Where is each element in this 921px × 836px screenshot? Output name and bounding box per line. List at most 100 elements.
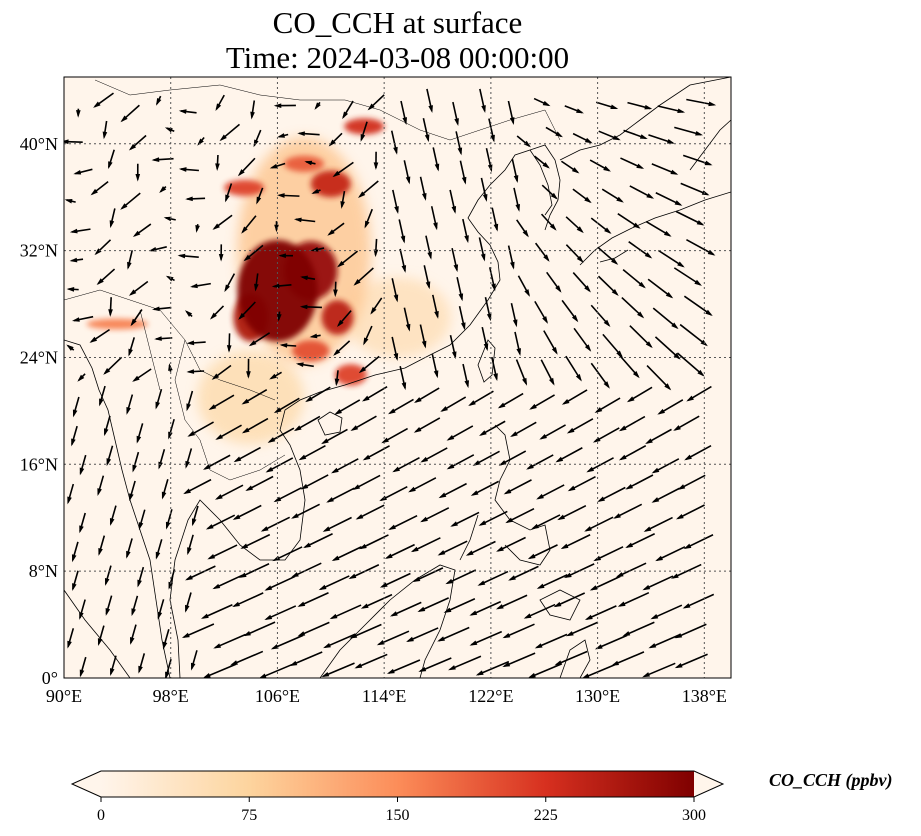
wind-arrow [543, 330, 558, 355]
wind-arrow [77, 373, 86, 382]
wind-arrow [178, 109, 197, 114]
wind-arrow [224, 273, 236, 293]
wind-arrow [595, 101, 619, 110]
wind-arrow [185, 196, 206, 202]
wind-arrow [190, 650, 198, 671]
wind-arrow [629, 185, 655, 199]
wind-arrow [422, 117, 430, 143]
lon-tick-label: 90°E [46, 686, 82, 706]
wind-arrow [104, 565, 112, 586]
wind-arrow [191, 505, 199, 527]
wind-arrow [618, 415, 646, 432]
wind-arrow [328, 132, 343, 147]
wind-arrow [98, 535, 106, 556]
wind-arrow [186, 390, 194, 412]
wind-arrow [334, 399, 361, 415]
wind-arrow [177, 253, 199, 259]
colorbar-tick-label: 300 [682, 807, 706, 824]
concentration-patch [284, 155, 325, 172]
wind-arrow [615, 562, 647, 578]
wind-arrow [97, 625, 105, 646]
wind-arrow [291, 562, 322, 578]
wind-arrow [73, 168, 93, 175]
wind-arrow [304, 160, 316, 166]
wind-arrow [601, 188, 624, 203]
wind-arrow [360, 593, 393, 609]
wind-arrow [373, 238, 379, 258]
wind-arrow [536, 484, 565, 500]
wind-arrow [448, 655, 482, 671]
wind-arrow [273, 397, 300, 414]
wind-arrow [545, 126, 563, 138]
wind-arrow [597, 486, 626, 502]
wind-arrow [674, 623, 707, 639]
wind-arrow [238, 301, 256, 320]
wind-arrow [536, 574, 568, 589]
wind-arrow [646, 364, 672, 391]
wind-arrow [484, 297, 492, 322]
wind-arrow [298, 444, 326, 461]
wind-arrow [186, 369, 205, 374]
wind-arrow [132, 223, 152, 238]
wind-arrow [527, 663, 562, 678]
wind-arrow [241, 417, 269, 434]
wind-arrow [253, 129, 262, 148]
wind-arrow [311, 188, 321, 194]
wind-arrow [310, 247, 325, 252]
wind-arrow [93, 92, 114, 108]
country-borders [64, 79, 561, 481]
wind-arrow [102, 120, 108, 140]
wind-arrow [300, 474, 329, 490]
wind-arrow [643, 516, 673, 532]
wind-arrow [132, 368, 152, 382]
wind-arrow [539, 424, 566, 440]
wind-arrow [226, 333, 232, 353]
wind-arrow [419, 176, 427, 201]
wind-arrow [273, 103, 296, 108]
colorbar-tick-label: 150 [386, 807, 410, 824]
wind-arrow [645, 220, 672, 237]
wind-arrow [213, 633, 246, 649]
wind-arrow [470, 480, 500, 496]
wind-arrow [120, 104, 140, 123]
wind-arrow [682, 154, 713, 166]
wind-arrow [566, 418, 594, 434]
concentration-patch [344, 118, 385, 135]
wind-arrow [511, 158, 519, 183]
wind-arrow [181, 623, 215, 638]
wind-arrow [270, 634, 304, 650]
wind-arrow [126, 538, 133, 559]
wind-arrow [399, 248, 407, 273]
wind-arrow [400, 100, 408, 126]
wind-arrow [582, 663, 616, 678]
wind-arrow [625, 533, 655, 549]
wind-arrow [590, 304, 611, 327]
wind-arrow [109, 655, 117, 676]
wind-arrow [565, 355, 582, 382]
wind-arrow [129, 624, 137, 645]
wind-arrow [684, 445, 712, 461]
wind-arrow [561, 389, 588, 405]
wind-arrow [233, 446, 261, 463]
wind-arrow [496, 536, 526, 552]
wind-arrow [71, 315, 94, 322]
wind-arrow [589, 159, 611, 172]
wind-arrow [682, 593, 715, 609]
wind-arrow [488, 267, 496, 292]
wind-arrow [650, 604, 683, 620]
wind-arrow [674, 653, 708, 669]
wind-arrow [237, 157, 256, 177]
wind-arrow [69, 257, 84, 263]
wind-arrow [686, 98, 717, 107]
wind-arrow [72, 570, 79, 592]
wind-arrow [468, 390, 494, 407]
wind-arrow [214, 484, 244, 500]
wind-arrow [250, 100, 256, 120]
wind-arrow [413, 417, 441, 433]
wind-arrow [627, 101, 653, 110]
wind-arrow [187, 421, 214, 437]
wind-arrow [79, 454, 87, 476]
wind-arrow [683, 534, 714, 550]
wind-arrow [392, 456, 420, 473]
wind-arrow [381, 427, 409, 444]
